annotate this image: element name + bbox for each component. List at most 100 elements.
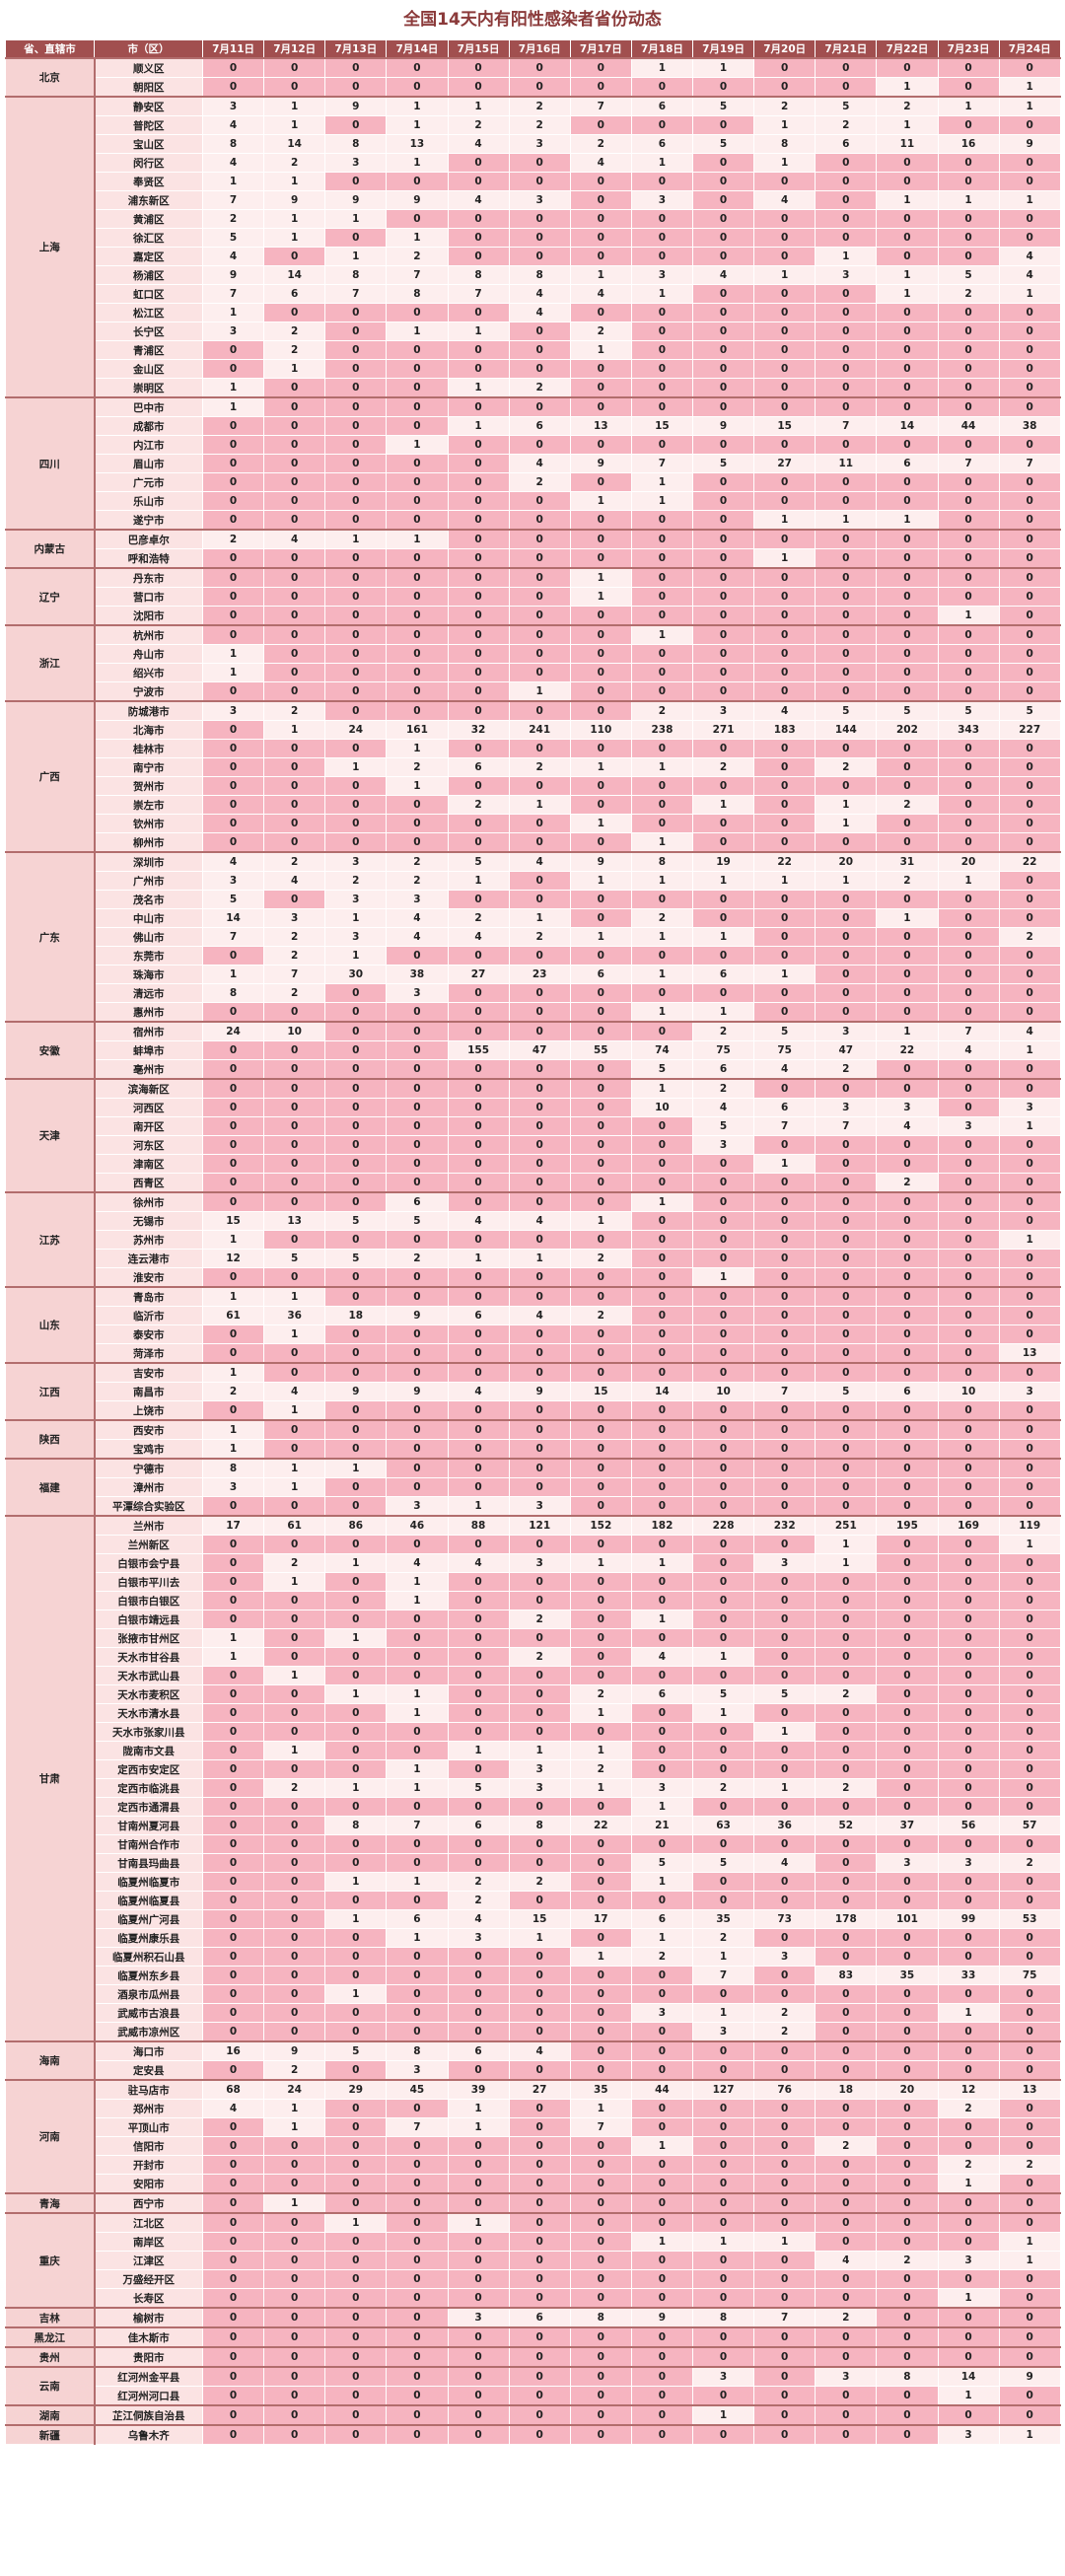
value-cell: 0 xyxy=(386,172,449,191)
value-cell: 0 xyxy=(630,378,694,398)
table-row: 朝阳区 0 0 0 0 0 0 0 0 0 0 0 1 0 1 xyxy=(6,77,1061,98)
city-cell: 甘南州合作市 xyxy=(94,1834,203,1854)
city-cell: 临夏州康乐县 xyxy=(94,1928,203,1948)
value-cell: 0 xyxy=(815,2212,878,2233)
value-cell: 0 xyxy=(937,2040,1000,2061)
value-cell: 1 xyxy=(201,1286,265,1307)
value-cell: 0 xyxy=(815,1439,878,1460)
value-cell: 1 xyxy=(324,1553,388,1573)
value-cell: 0 xyxy=(876,606,939,626)
value-cell: 0 xyxy=(263,1135,326,1155)
value-cell: 4 xyxy=(508,1211,571,1231)
value-cell: 0 xyxy=(569,1362,632,1383)
value-cell: 1 xyxy=(630,927,694,947)
value-cell: 0 xyxy=(447,1572,510,1592)
value-cell: 0 xyxy=(753,1928,816,1948)
value-cell: 1 xyxy=(937,190,1000,210)
value-cell: 0 xyxy=(569,2251,632,2270)
value-cell: 0 xyxy=(569,2174,632,2194)
value-cell: 0 xyxy=(569,1535,632,1554)
value-cell: 0 xyxy=(569,378,632,398)
value-cell: 4 xyxy=(201,115,265,135)
city-cell: 浦东新区 xyxy=(94,190,203,210)
value-cell: 8 xyxy=(201,983,265,1003)
value-cell: 1 xyxy=(447,322,510,341)
value-cell: 0 xyxy=(447,2136,510,2156)
value-cell: 0 xyxy=(998,1419,1061,1440)
value-cell: 0 xyxy=(386,378,449,398)
value-cell: 0 xyxy=(691,2099,755,2118)
value-cell: 0 xyxy=(630,1306,694,1325)
value-cell: 0 xyxy=(201,1797,265,1817)
value-cell: 0 xyxy=(876,681,939,702)
province-cell: 江西 xyxy=(5,1362,96,1421)
value-cell: 0 xyxy=(201,2060,265,2081)
value-cell: 0 xyxy=(753,2251,816,2270)
value-cell: 14 xyxy=(937,2366,1000,2387)
value-cell: 0 xyxy=(263,1891,326,1910)
value-cell: 1 xyxy=(815,795,878,815)
value-cell: 0 xyxy=(324,396,388,417)
value-cell: 3 xyxy=(937,2424,1000,2445)
value-cell: 0 xyxy=(815,1002,878,1023)
value-cell: 0 xyxy=(937,1610,1000,1629)
city-cell: 江北区 xyxy=(94,2212,203,2233)
value-cell: 5 xyxy=(324,2040,388,2061)
value-cell: 0 xyxy=(447,776,510,796)
city-cell: 营口市 xyxy=(94,587,203,607)
value-cell: 10 xyxy=(630,1098,694,1117)
value-cell: 0 xyxy=(630,322,694,341)
value-cell: 0 xyxy=(815,491,878,511)
value-cell: 0 xyxy=(691,2251,755,2270)
value-cell: 2 xyxy=(815,2307,878,2328)
value-cell: 0 xyxy=(691,491,755,511)
value-cell: 0 xyxy=(569,1722,632,1742)
value-cell: 0 xyxy=(815,2003,878,2023)
value-cell: 0 xyxy=(937,510,1000,531)
value-cell: 0 xyxy=(998,1666,1061,1685)
value-cell: 1 xyxy=(201,396,265,417)
province-cell: 上海 xyxy=(5,96,96,398)
value-cell: 4 xyxy=(815,2251,878,2270)
value-cell: 0 xyxy=(753,567,816,588)
value-cell: 4 xyxy=(998,247,1061,266)
value-cell: 9 xyxy=(998,2366,1061,2387)
value-cell: 0 xyxy=(691,1362,755,1383)
value-cell: 0 xyxy=(569,663,632,682)
value-cell: 0 xyxy=(691,681,755,702)
value-cell: 0 xyxy=(447,1419,510,1440)
value-cell: 0 xyxy=(815,1306,878,1325)
value-cell: 0 xyxy=(998,1496,1061,1517)
table-row: 武威市古浪县 0 0 0 0 0 0 0 3 1 2 0 0 1 0 xyxy=(6,2003,1061,2023)
value-cell: 0 xyxy=(569,1984,632,2004)
value-cell: 0 xyxy=(998,2040,1061,2061)
value-cell: 0 xyxy=(508,567,571,588)
value-cell: 0 xyxy=(691,115,755,135)
value-cell: 14 xyxy=(201,908,265,928)
table-row: 郑州市 4 1 0 0 1 0 1 0 0 0 0 0 2 0 xyxy=(6,2099,1061,2118)
value-cell: 1 xyxy=(876,1021,939,1041)
value-cell: 0 xyxy=(691,1230,755,1250)
value-cell: 0 xyxy=(876,1362,939,1383)
value-cell: 0 xyxy=(201,1591,265,1610)
city-cell: 南宁市 xyxy=(94,757,203,777)
value-cell: 0 xyxy=(998,871,1061,891)
value-cell: 1 xyxy=(753,1154,816,1174)
header-date: 7月21日 xyxy=(815,39,878,59)
value-cell: 1 xyxy=(937,96,1000,116)
value-cell: 2 xyxy=(998,2155,1061,2175)
value-cell: 0 xyxy=(569,396,632,417)
value-cell: 0 xyxy=(876,378,939,398)
value-cell: 0 xyxy=(508,247,571,266)
value-cell: 0 xyxy=(324,435,388,455)
province-cell: 海南 xyxy=(5,2040,96,2081)
value-cell: 0 xyxy=(263,1853,326,1873)
value-cell: 1 xyxy=(386,322,449,341)
value-cell: 0 xyxy=(691,2117,755,2137)
table-row: 白银市靖远县 0 0 0 0 0 2 0 1 0 0 0 0 0 0 xyxy=(6,1610,1061,1629)
value-cell: 0 xyxy=(508,1891,571,1910)
value-cell: 0 xyxy=(263,2212,326,2233)
value-cell: 1 xyxy=(201,663,265,682)
value-cell: 1 xyxy=(630,491,694,511)
value-cell: 0 xyxy=(630,1722,694,1742)
